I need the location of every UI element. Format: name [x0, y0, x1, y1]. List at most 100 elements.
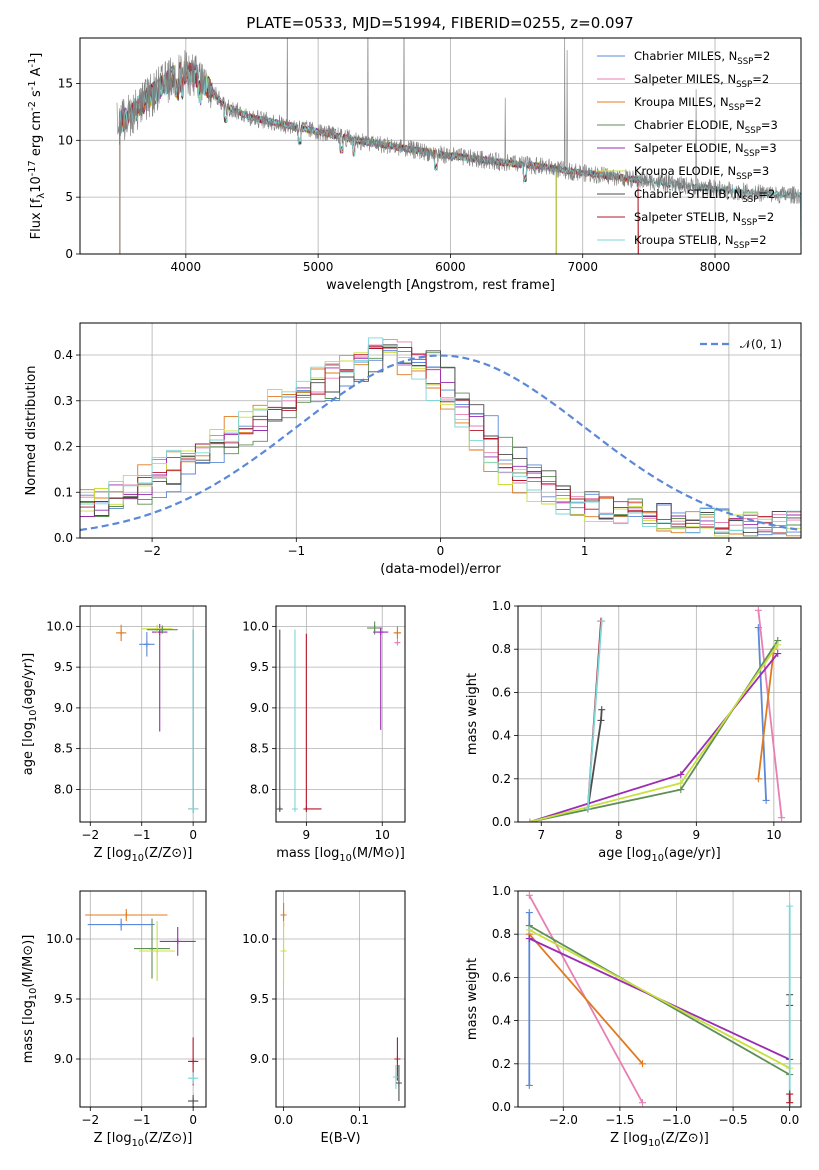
legend-entry: Kroupa ELODIE, NSSP=3 — [634, 164, 769, 182]
label-part: Salpeter STELIB, N — [634, 210, 741, 224]
label-part: age [log — [598, 846, 651, 861]
label-part: (age/yr)] — [664, 846, 721, 861]
weight-point-marker — [754, 606, 762, 614]
plot-area — [116, 623, 199, 814]
label-part: SSP — [734, 241, 750, 251]
y-tick-label: 10 — [58, 133, 73, 147]
label-part: ] — [29, 53, 44, 58]
x-tick-label: 5000 — [303, 260, 334, 274]
x-tick-label: 0 — [189, 1113, 197, 1127]
weight-point-marker — [598, 706, 606, 714]
legend-entry: Kroupa STELIB, NSSP=2 — [634, 233, 767, 251]
y-tick-label: 0.2 — [492, 772, 511, 786]
weight-point-marker — [639, 1060, 647, 1068]
y-axis-label: mass weight — [465, 673, 480, 755]
label-part: Salpeter MILES, N — [634, 72, 736, 86]
y-tick-label: 9.0 — [250, 701, 269, 715]
y-tick-label: 0.6 — [492, 685, 511, 699]
weight-point-marker — [786, 902, 794, 910]
weight-point-marker — [525, 909, 533, 917]
y-tick-label: 0.4 — [54, 348, 73, 362]
panel-weight-vs-Z: −2.0 −1.5 −1.0 −0.5 0.0 0.0 0.2 0.4 0.6 0.8 1.0 Z [… — [465, 884, 802, 1149]
weight-line — [757, 627, 767, 801]
x-tick-label: 7000 — [567, 260, 598, 274]
weight-point-marker — [677, 779, 685, 787]
weight-point-marker — [786, 1090, 794, 1098]
data-point-marker — [377, 629, 384, 636]
label-part: mass weight — [465, 673, 480, 755]
label-part: 10 — [648, 1138, 660, 1149]
x-tick-label: 0.1 — [350, 1113, 369, 1127]
y-tick-label: 10.0 — [46, 619, 73, 633]
label-part: 10 — [28, 988, 39, 1000]
weight-point-marker — [774, 641, 782, 649]
label-part: Z [log — [94, 846, 132, 861]
label-part: Z [log — [610, 1131, 648, 1146]
y-tick-label: 0.0 — [54, 531, 73, 545]
y-tick-label: 8.5 — [54, 742, 73, 756]
label-part: 10 — [29, 176, 44, 193]
label-part: mass [log — [21, 1000, 36, 1063]
plot-area — [526, 606, 786, 822]
label-part: SSP — [737, 57, 753, 67]
legend-entry: Salpeter ELODIE, NSSP=3 — [634, 141, 777, 159]
data-point-marker — [394, 1056, 401, 1062]
y-tick-label: 0.2 — [54, 440, 73, 454]
weight-point-marker — [525, 926, 533, 934]
y-tick-label: 9.5 — [54, 660, 73, 674]
x-tick-label: −2.0 — [549, 1113, 578, 1127]
y-tick-label: 9.0 — [250, 1052, 269, 1066]
legend-entry: Chabrier MILES, NSSP=2 — [634, 49, 770, 67]
x-tick-label: 8 — [615, 828, 623, 842]
data-point-marker — [118, 629, 125, 636]
x-tick-label: 6000 — [435, 260, 466, 274]
data-point-marker — [190, 805, 197, 812]
x-tick-label: 4000 — [171, 260, 202, 274]
data-point-marker — [371, 625, 378, 632]
axes-overlay: −2.0 −1.5 −1.0 −0.5 0.0 0.0 0.2 0.4 0.6 0.8 1.0 Z [… — [465, 884, 802, 1149]
label-part: -2 — [27, 101, 38, 111]
label-part: SSP — [736, 172, 752, 182]
x-tick-label: −2 — [81, 828, 99, 842]
x-tick-label: 10 — [375, 828, 390, 842]
legend-entry: Chabrier ELODIE, NSSP=3 — [634, 118, 778, 136]
x-tick-label: 0 — [189, 828, 197, 842]
y-tick-label: 9.5 — [250, 992, 269, 1006]
label-part: 10 — [339, 853, 351, 864]
label-part: A — [29, 67, 44, 80]
data-point-marker — [276, 805, 283, 812]
panel-mass-vs-Z: −2 −1 09.09.510.0Z [log10(Z/Z⊙)]mass [log1… — [21, 890, 207, 1149]
data-point-marker — [392, 1074, 399, 1080]
y-tick-label: 9.0 — [54, 1052, 73, 1066]
weight-line — [528, 933, 644, 1065]
x-tick-label: 9 — [693, 828, 701, 842]
data-point-marker — [280, 912, 287, 918]
panel-residuals: −2 −1 0 1 2 0.0 0.1 0.2 0.3 0.4 (data-model)/error… — [24, 322, 802, 577]
residual-histogram — [80, 347, 801, 534]
y-tick-label: 0 — [65, 247, 73, 261]
label-part: (Z/Z⊙)] — [661, 1131, 709, 1146]
label-part: SSP — [729, 103, 745, 113]
panel-mass-vs-EBV: 0.0 0.1 9.0 9.5 10.0 E(B-V) — [242, 890, 406, 1146]
label-part: (M/M⊙)] — [21, 935, 36, 988]
plot-area — [80, 337, 801, 537]
weight-point-marker — [774, 650, 782, 658]
y-tick-label: 9.5 — [250, 660, 269, 674]
y-tick-label: 8.5 — [250, 742, 269, 756]
weight-point-marker — [762, 796, 770, 804]
axes-overlay: −2 −1 09.09.510.0Z [log10(Z/Z⊙)]mass [log1… — [21, 890, 207, 1149]
x-tick-label: 2 — [725, 544, 733, 558]
data-point-marker — [280, 948, 287, 954]
y-tick-label: 0.3 — [54, 394, 73, 408]
data-point-marker — [123, 912, 130, 918]
legend-entry: Kroupa MILES, NSSP=2 — [634, 95, 762, 113]
label-part: Kroupa MILES, N — [634, 95, 729, 109]
label-part: (Z/Z⊙)] — [144, 846, 192, 861]
weight-line — [757, 649, 775, 779]
axes-frame — [517, 605, 802, 823]
figure-title: PLATE=0533, MJD=51994, FIBERID=0255, z=0… — [246, 14, 633, 32]
y-tick-label: 0.4 — [492, 729, 511, 743]
y-axis-label: mass [log10(M/M⊙)] — [21, 935, 39, 1064]
label-part: Chabrier MILES, N — [634, 49, 737, 63]
